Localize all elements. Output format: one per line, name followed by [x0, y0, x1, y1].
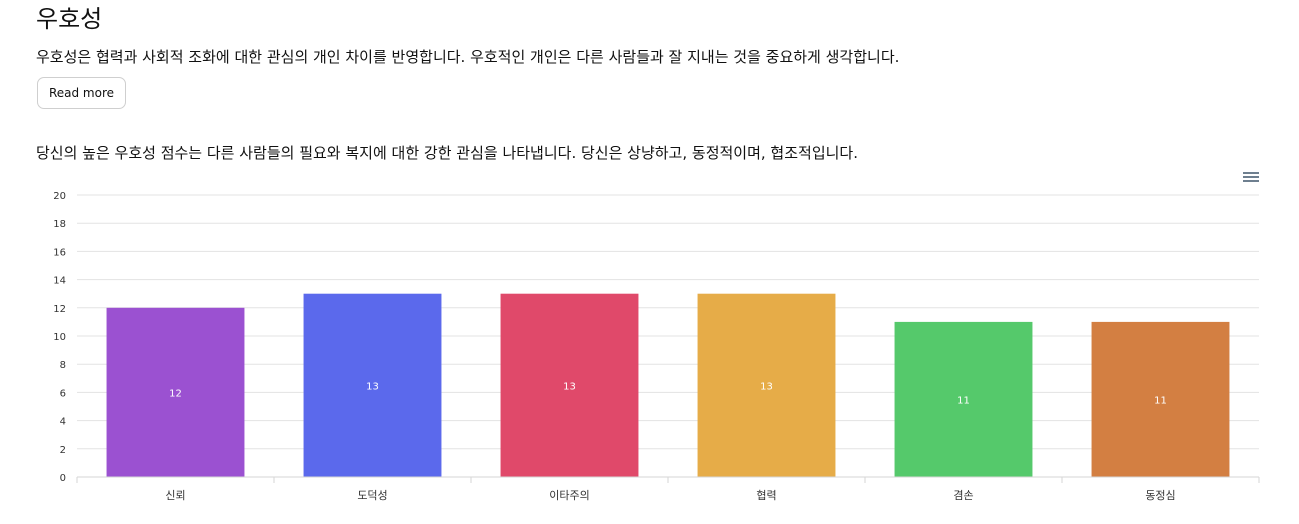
section-description: 우호성은 협력과 사회적 조화에 대한 관심의 개인 차이를 반영합니다. 우호… [36, 48, 900, 66]
y-tick-label: 8 [60, 360, 66, 371]
bar[interactable] [1091, 321, 1230, 477]
bar-value-label: 11 [957, 395, 970, 406]
x-axis: 신뢰 도덕성 이타주의 협력 겸손 동정심 [76, 476, 1260, 502]
grid-lines [77, 194, 1259, 450]
bar-value-label: 13 [366, 381, 379, 392]
section-title: 우호성 [36, 5, 103, 33]
y-tick-label: 10 [53, 332, 66, 343]
bar[interactable] [894, 321, 1033, 477]
hamburger-menu-icon[interactable] [1241, 169, 1261, 185]
x-tick-label: 동정심 [1145, 489, 1175, 502]
y-tick-label: 18 [53, 219, 66, 230]
y-axis: 0 2 4 6 8 10 12 14 16 18 20 [53, 191, 66, 484]
bar[interactable] [106, 307, 245, 477]
bar-value-label: 13 [760, 381, 773, 392]
bar[interactable] [697, 293, 836, 477]
x-tick-label: 도덕성 [357, 489, 387, 502]
bar-value-label: 11 [1154, 395, 1167, 406]
bar-chart: 0 2 4 6 8 10 12 14 16 18 20 12 13 13 13 11 11 신뢰 도덕성 이타주의… [53, 191, 1260, 502]
y-tick-label: 4 [60, 417, 66, 428]
y-tick-label: 16 [53, 247, 66, 258]
y-tick-label: 2 [60, 445, 66, 456]
y-tick-label: 6 [60, 388, 66, 399]
y-tick-label: 14 [53, 276, 66, 287]
y-tick-label: 0 [60, 473, 66, 484]
result-text: 당신의 높은 우호성 점수는 다른 사람들의 필요와 복지에 대한 강한 관심을… [36, 144, 858, 162]
x-tick-label: 겸손 [953, 489, 973, 502]
bar-value-label: 13 [563, 381, 576, 392]
y-tick-label: 12 [53, 304, 66, 315]
read-more-button[interactable]: Read more [37, 77, 126, 109]
x-tick-label: 신뢰 [165, 489, 185, 502]
bar-value-label: 12 [169, 388, 182, 399]
bar[interactable] [303, 293, 442, 477]
x-tick-label: 이타주의 [549, 489, 589, 502]
bars: 12 13 13 13 11 11 [106, 293, 1230, 477]
bar[interactable] [500, 293, 639, 477]
y-tick-label: 20 [53, 191, 66, 202]
x-tick-label: 협력 [756, 489, 776, 502]
